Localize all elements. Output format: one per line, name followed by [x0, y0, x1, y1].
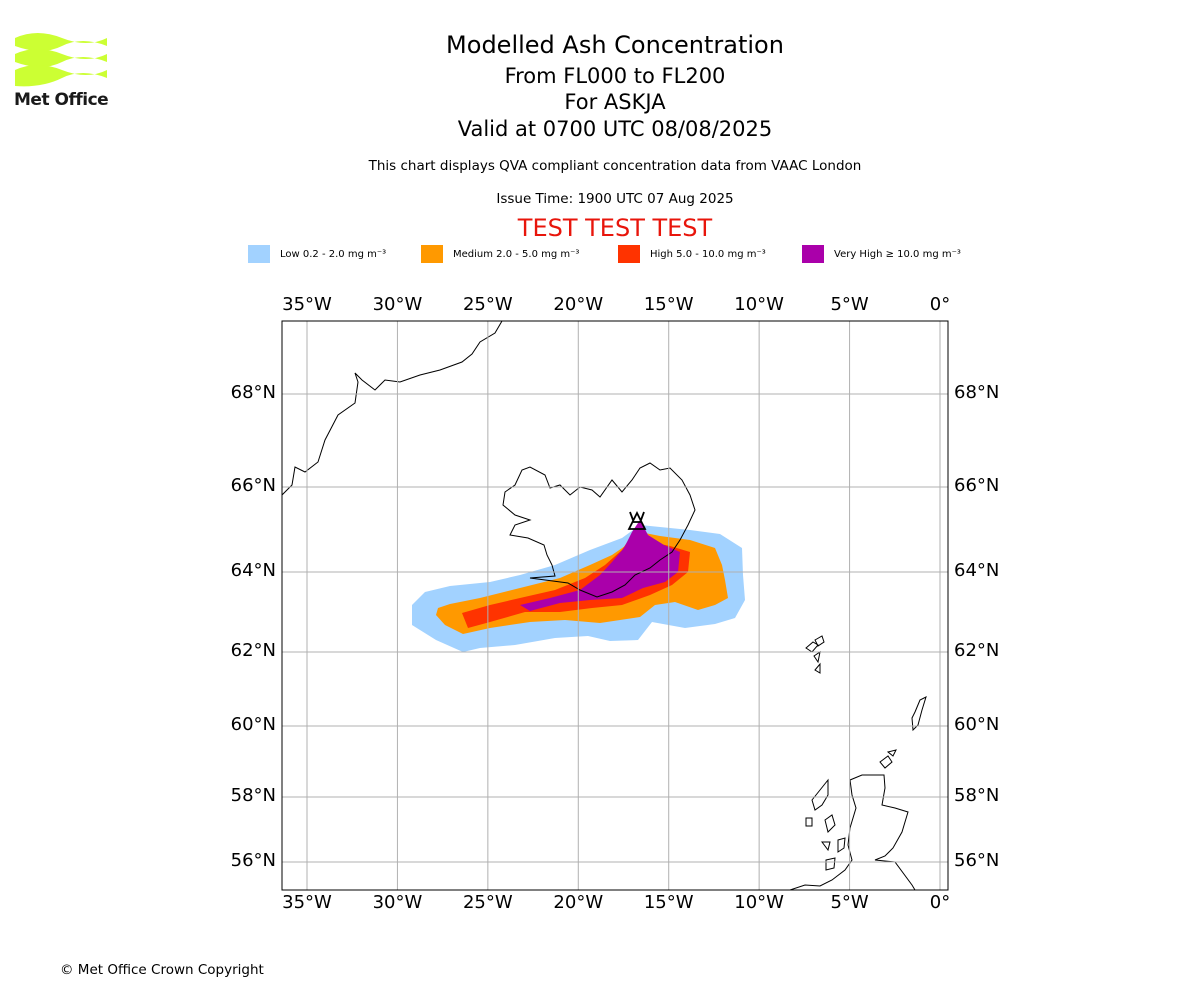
- hebrides-islands: [805, 778, 846, 871]
- logo-text: Met Office: [14, 90, 109, 110]
- orkney-islands: [879, 749, 897, 769]
- legend-label-very-high: Very High ≥ 10.0 mg m⁻³: [834, 248, 961, 260]
- lat-tick-label-left: 64°N: [230, 560, 276, 581]
- met-office-waves-icon: [15, 33, 107, 87]
- volcano-marker-icon: [627, 510, 647, 530]
- chart-title: Modelled Ash Concentration: [446, 31, 784, 59]
- lon-tick-label-top: 5°W: [830, 294, 869, 315]
- subtitle: This chart displays QVA compliant concen…: [368, 158, 862, 174]
- legend-item-very-high: Very High ≥ 10.0 mg m⁻³: [802, 244, 961, 264]
- lon-tick-label-bottom: 5°W: [830, 892, 869, 913]
- lon-tick-label-bottom: 25°W: [462, 892, 513, 913]
- legend-swatch-high: [618, 245, 640, 263]
- met-office-logo: Met Office: [12, 30, 112, 112]
- legend-swatch-low: [248, 245, 270, 263]
- legend-swatch-medium: [421, 245, 443, 263]
- lon-tick-label-bottom: 35°W: [282, 892, 332, 913]
- lon-tick-label-top: 35°W: [282, 294, 332, 315]
- test-banner: TEST TEST TEST: [517, 214, 713, 242]
- lat-tick-label-right: 62°N: [954, 640, 1000, 661]
- lon-tick-label-bottom: 15°W: [643, 892, 694, 913]
- lon-tick-label-top: 15°W: [643, 294, 694, 315]
- map-gridlines: [282, 321, 948, 890]
- lon-tick-label-bottom: 10°W: [734, 892, 784, 913]
- lon-tick-label-bottom: 30°W: [372, 892, 423, 913]
- legend-swatch-very-high: [802, 245, 824, 263]
- legend-item-high: High 5.0 - 10.0 mg m⁻³: [618, 244, 766, 264]
- lat-tick-label-left: 60°N: [230, 714, 276, 735]
- legend-item-low: Low 0.2 - 2.0 mg m⁻³: [248, 244, 386, 264]
- lon-tick-label-top: 20°W: [553, 294, 604, 315]
- lon-tick-label-top: 10°W: [734, 294, 784, 315]
- map-frame: [281, 320, 949, 891]
- valid-time: Valid at 0700 UTC 08/08/2025: [457, 117, 773, 141]
- lat-tick-label-right: 68°N: [954, 382, 1000, 403]
- lon-tick-label-bottom: 20°W: [553, 892, 604, 913]
- legend-item-medium: Medium 2.0 - 5.0 mg m⁻³: [421, 244, 579, 264]
- iceland-coastline: [502, 462, 696, 598]
- lat-tick-label-right: 60°N: [954, 714, 1000, 735]
- lat-tick-label-right: 66°N: [954, 475, 1000, 496]
- scotland-coastline: [789, 774, 916, 890]
- lat-tick-label-left: 68°N: [230, 382, 276, 403]
- ash-area-very-high: [520, 520, 680, 611]
- copyright: © Met Office Crown Copyright: [60, 962, 264, 978]
- volcano-name: For ASKJA: [564, 90, 666, 114]
- lat-tick-label-right: 64°N: [954, 560, 1000, 581]
- lon-tick-label-top: 25°W: [462, 294, 513, 315]
- lat-tick-label-left: 56°N: [230, 850, 276, 871]
- legend-label-high: High 5.0 - 10.0 mg m⁻³: [650, 248, 766, 260]
- lat-tick-label-right: 58°N: [954, 785, 1000, 806]
- lon-tick-label-top: 0°: [929, 294, 951, 315]
- lon-tick-label-top: 30°W: [372, 294, 423, 315]
- faroe-islands: [805, 635, 825, 674]
- greenland-coastline: [282, 321, 503, 496]
- lat-tick-label-left: 62°N: [230, 640, 276, 661]
- legend-label-medium: Medium 2.0 - 5.0 mg m⁻³: [453, 248, 580, 260]
- issue-time: Issue Time: 1900 UTC 07 Aug 2025: [496, 191, 734, 207]
- lat-tick-label-right: 56°N: [954, 850, 1000, 871]
- legend-label-low: Low 0.2 - 2.0 mg m⁻³: [280, 248, 387, 260]
- lat-tick-label-left: 66°N: [230, 475, 276, 496]
- shetland-islands: [911, 696, 927, 732]
- lon-tick-label-bottom: 0°: [929, 892, 951, 913]
- lat-tick-label-left: 58°N: [230, 785, 276, 806]
- flight-level-range: From FL000 to FL200: [504, 64, 726, 88]
